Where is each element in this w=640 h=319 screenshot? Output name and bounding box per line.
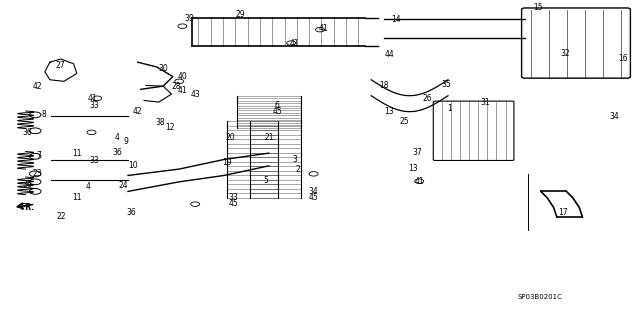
- Text: 28: 28: [172, 82, 180, 91]
- Text: 3: 3: [292, 155, 297, 164]
- Text: FR.: FR.: [20, 203, 35, 212]
- Text: 27: 27: [56, 61, 66, 70]
- Text: 41: 41: [289, 39, 300, 48]
- Text: 31: 31: [480, 98, 490, 107]
- Text: SP03B0201C: SP03B0201C: [517, 294, 562, 300]
- Text: 40: 40: [177, 72, 188, 81]
- Text: 32: 32: [560, 49, 570, 58]
- Text: 7: 7: [36, 151, 41, 160]
- Text: 34: 34: [308, 187, 319, 196]
- Text: 18: 18: [380, 81, 388, 90]
- Text: 44: 44: [384, 50, 394, 59]
- Text: 35: 35: [442, 80, 452, 89]
- Text: 36: 36: [126, 208, 136, 217]
- Text: 8: 8: [41, 110, 46, 119]
- FancyBboxPatch shape: [522, 8, 630, 78]
- Text: 45: 45: [308, 193, 319, 202]
- Text: 45: 45: [272, 107, 282, 115]
- Text: 33: 33: [90, 101, 100, 110]
- FancyBboxPatch shape: [433, 101, 514, 160]
- Text: 37: 37: [412, 148, 422, 157]
- Text: 21: 21: [264, 133, 273, 142]
- Text: 30: 30: [158, 64, 168, 73]
- Text: 36: 36: [22, 128, 33, 137]
- Text: 17: 17: [558, 208, 568, 217]
- Text: 24: 24: [118, 181, 129, 190]
- Text: 9: 9: [123, 137, 128, 146]
- Text: 33: 33: [228, 193, 239, 202]
- Text: 41: 41: [414, 177, 424, 186]
- Text: 26: 26: [422, 94, 433, 103]
- Text: 13: 13: [384, 107, 394, 116]
- Text: 1: 1: [447, 104, 452, 113]
- Text: 42: 42: [132, 107, 143, 116]
- Text: 11: 11: [72, 193, 81, 202]
- Text: 6: 6: [275, 101, 280, 110]
- Text: 5: 5: [263, 176, 268, 185]
- Text: 19: 19: [222, 158, 232, 167]
- Text: 36: 36: [22, 180, 33, 189]
- Text: 12: 12: [165, 123, 174, 132]
- Text: 13: 13: [408, 164, 418, 173]
- Text: 41: 41: [177, 86, 188, 95]
- Text: 15: 15: [532, 4, 543, 12]
- Text: 41: 41: [88, 94, 98, 103]
- Text: 33: 33: [90, 156, 100, 165]
- Text: 45: 45: [228, 199, 239, 208]
- Text: 25: 25: [399, 117, 410, 126]
- Text: 38: 38: [155, 118, 165, 127]
- Text: 20: 20: [225, 133, 236, 142]
- Text: 10: 10: [128, 161, 138, 170]
- Text: 14: 14: [390, 15, 401, 24]
- Text: 4: 4: [115, 133, 120, 142]
- Text: 39: 39: [184, 14, 194, 23]
- Text: 41: 41: [318, 24, 328, 33]
- Text: 22: 22: [56, 212, 65, 221]
- Text: 23: 23: [32, 169, 42, 178]
- Text: 2: 2: [295, 165, 300, 174]
- Text: 34: 34: [609, 112, 620, 121]
- Text: 36: 36: [112, 148, 122, 157]
- Text: 42: 42: [32, 82, 42, 91]
- Text: 43: 43: [190, 90, 200, 99]
- Text: 4: 4: [86, 182, 91, 191]
- Text: 29: 29: [235, 10, 245, 19]
- Text: 11: 11: [72, 149, 81, 158]
- Text: 16: 16: [618, 54, 628, 63]
